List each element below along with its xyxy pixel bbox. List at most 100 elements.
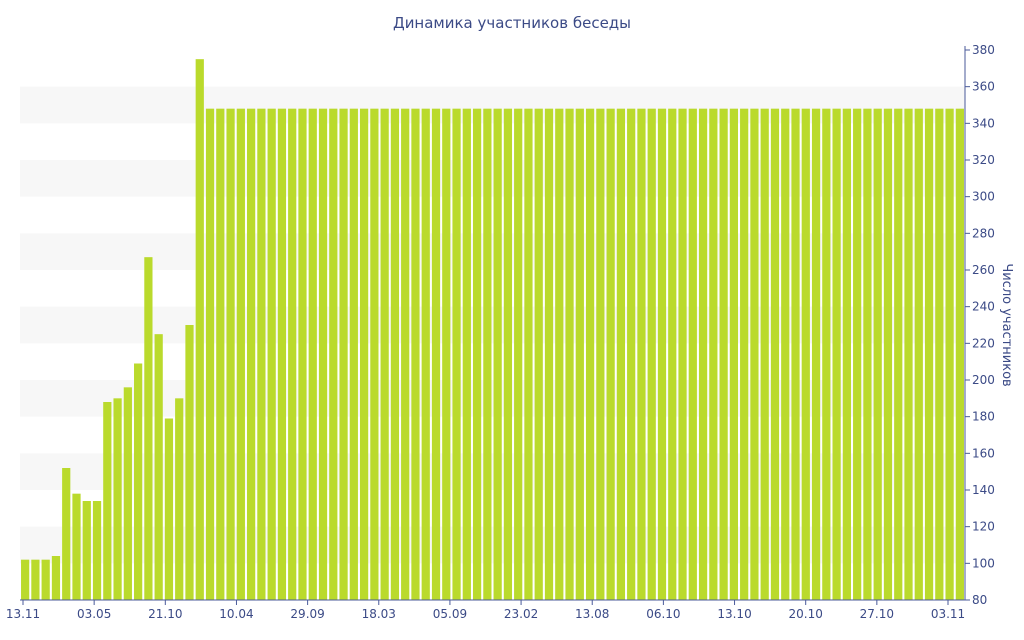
- chart-title: Динамика участников беседы: [393, 14, 631, 32]
- bar: [472, 108, 482, 601]
- bar: [760, 108, 769, 601]
- x-tick-label: 13.08: [575, 607, 609, 621]
- bar: [534, 108, 543, 601]
- bar: [924, 108, 934, 601]
- y-axis-title: Число участников: [999, 263, 1014, 386]
- y-tick-label: 140: [972, 483, 995, 497]
- y-tick-label: 360: [972, 80, 995, 94]
- bar: [62, 468, 71, 600]
- bar: [267, 108, 276, 601]
- bar: [740, 108, 749, 601]
- y-tick-label: 80: [972, 593, 987, 607]
- x-tick-label: 29.09: [290, 607, 324, 621]
- bar: [606, 108, 615, 601]
- x-tick-label: 18.03: [362, 607, 396, 621]
- bar: [719, 108, 728, 601]
- x-tick-label: 03.05: [77, 607, 111, 621]
- bar: [935, 108, 944, 601]
- y-tick-label: 380: [972, 43, 995, 57]
- bar: [175, 398, 184, 600]
- bar: [514, 108, 523, 601]
- y-tick-label: 300: [972, 190, 995, 204]
- bar: [904, 108, 913, 601]
- x-tick-label: 20.10: [789, 607, 823, 621]
- bar: [688, 108, 697, 601]
- bar: [647, 108, 656, 601]
- bar: [164, 418, 174, 600]
- bar: [668, 108, 677, 601]
- bar: [380, 108, 389, 601]
- x-tick-label: 13.11: [6, 607, 40, 621]
- x-tick-label: 06.10: [646, 607, 680, 621]
- bar: [493, 108, 502, 601]
- bar: [524, 108, 533, 601]
- bar: [955, 108, 964, 601]
- bar: [51, 556, 61, 600]
- bar: [329, 108, 338, 601]
- bar: [452, 108, 461, 601]
- bar: [185, 325, 194, 600]
- bar: [195, 59, 204, 601]
- y-tick-label: 160: [972, 446, 995, 460]
- bar: [226, 108, 235, 601]
- bar: [945, 108, 954, 601]
- y-tick-label: 340: [972, 116, 995, 130]
- x-tick-label: 21.10: [148, 607, 182, 621]
- bar: [565, 108, 574, 601]
- bar: [853, 108, 862, 601]
- bar: [216, 108, 225, 601]
- bar: [134, 363, 143, 600]
- bar: [318, 108, 328, 601]
- bar: [544, 108, 554, 601]
- bar: [842, 108, 851, 601]
- bar: [575, 108, 584, 601]
- bar: [41, 559, 50, 600]
- bar: [555, 108, 564, 601]
- x-tick-label: 03.11: [931, 607, 965, 621]
- bar: [627, 108, 636, 601]
- y-tick-label: 320: [972, 153, 995, 167]
- x-tick-label: 13.10: [717, 607, 751, 621]
- bar: [781, 108, 790, 601]
- bar: [431, 108, 441, 601]
- bar: [462, 108, 471, 601]
- bar: [154, 334, 163, 600]
- bar: [103, 402, 112, 600]
- y-tick-label: 200: [972, 373, 995, 387]
- bar: [401, 108, 410, 601]
- bar: [339, 108, 348, 601]
- bar: [678, 108, 687, 601]
- bar: [863, 108, 872, 601]
- bar: [729, 108, 738, 601]
- bar: [709, 108, 718, 601]
- bar: [257, 108, 266, 601]
- bar: [277, 108, 287, 601]
- x-tick-label: 10.04: [219, 607, 253, 621]
- bar: [21, 559, 30, 600]
- bar: [359, 108, 369, 601]
- bar: [811, 108, 821, 601]
- bar: [442, 108, 451, 601]
- y-axis: 80 100 120 140 160 180 200 220 240 260 280 300 320 34…: [964, 43, 995, 607]
- y-tick-label: 180: [972, 410, 995, 424]
- y-tick-label: 240: [972, 300, 995, 314]
- bar: [791, 108, 800, 601]
- bar: [483, 108, 492, 601]
- x-tick-label: 05.09: [433, 607, 467, 621]
- bar: [298, 108, 307, 601]
- bar: [31, 559, 40, 600]
- bar: [144, 257, 153, 600]
- x-tick-label: 23.02: [504, 607, 538, 621]
- bars: [21, 59, 964, 601]
- bar: [123, 387, 132, 600]
- bar: [914, 108, 923, 601]
- y-tick-label: 280: [972, 226, 995, 240]
- bar: [698, 108, 708, 601]
- bar: [370, 108, 379, 601]
- bar: [247, 108, 256, 601]
- bar: [82, 501, 91, 600]
- bar: [637, 108, 646, 601]
- bar: [822, 108, 831, 601]
